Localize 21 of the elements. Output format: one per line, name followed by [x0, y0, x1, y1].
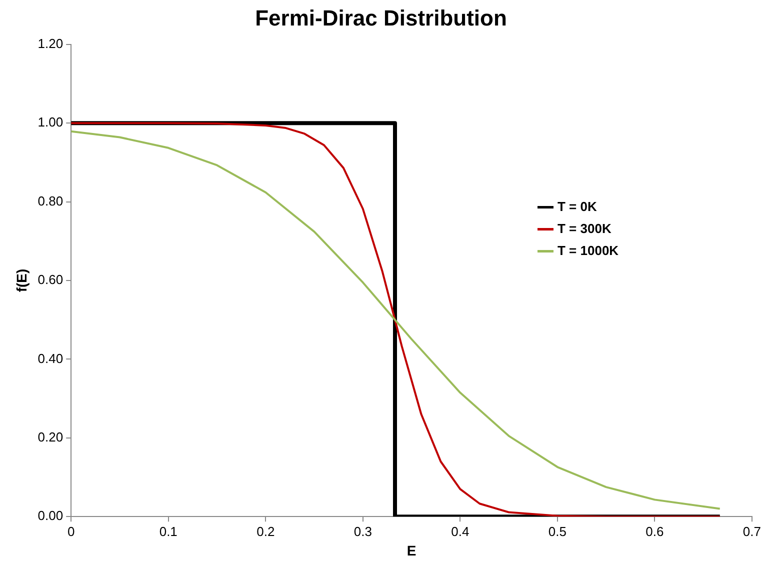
- x-axis-title: E: [406, 542, 416, 558]
- legend-label: T = 0K: [557, 198, 598, 214]
- x-tick-label: 0.2: [256, 524, 275, 539]
- y-tick-label: 0.00: [38, 508, 64, 524]
- y-axis-title: f(E): [13, 268, 30, 292]
- y-tick-label: 0.60: [38, 272, 64, 288]
- y-tick-label: 0.80: [38, 193, 64, 208]
- y-tick-label: 1.00: [38, 114, 64, 130]
- x-tick-label: 0.6: [646, 524, 664, 539]
- x-tick-label: 0.1: [159, 524, 178, 539]
- y-tick-label: 0.20: [38, 429, 64, 444]
- y-tick-label: 0.40: [38, 350, 64, 366]
- chart-title: Fermi-Dirac Distribution: [255, 5, 507, 30]
- y-tick-label: 1.20: [38, 36, 64, 51]
- x-tick-label: 0.5: [548, 524, 566, 539]
- x-tick-label: 0: [67, 524, 75, 539]
- x-tick-label: 0.3: [354, 524, 372, 539]
- x-tick-label: 0.7: [742, 524, 762, 539]
- legend-label: T = 1000K: [557, 242, 620, 258]
- x-tick-label: 0.4: [451, 524, 470, 539]
- legend-label: T = 300K: [557, 220, 612, 236]
